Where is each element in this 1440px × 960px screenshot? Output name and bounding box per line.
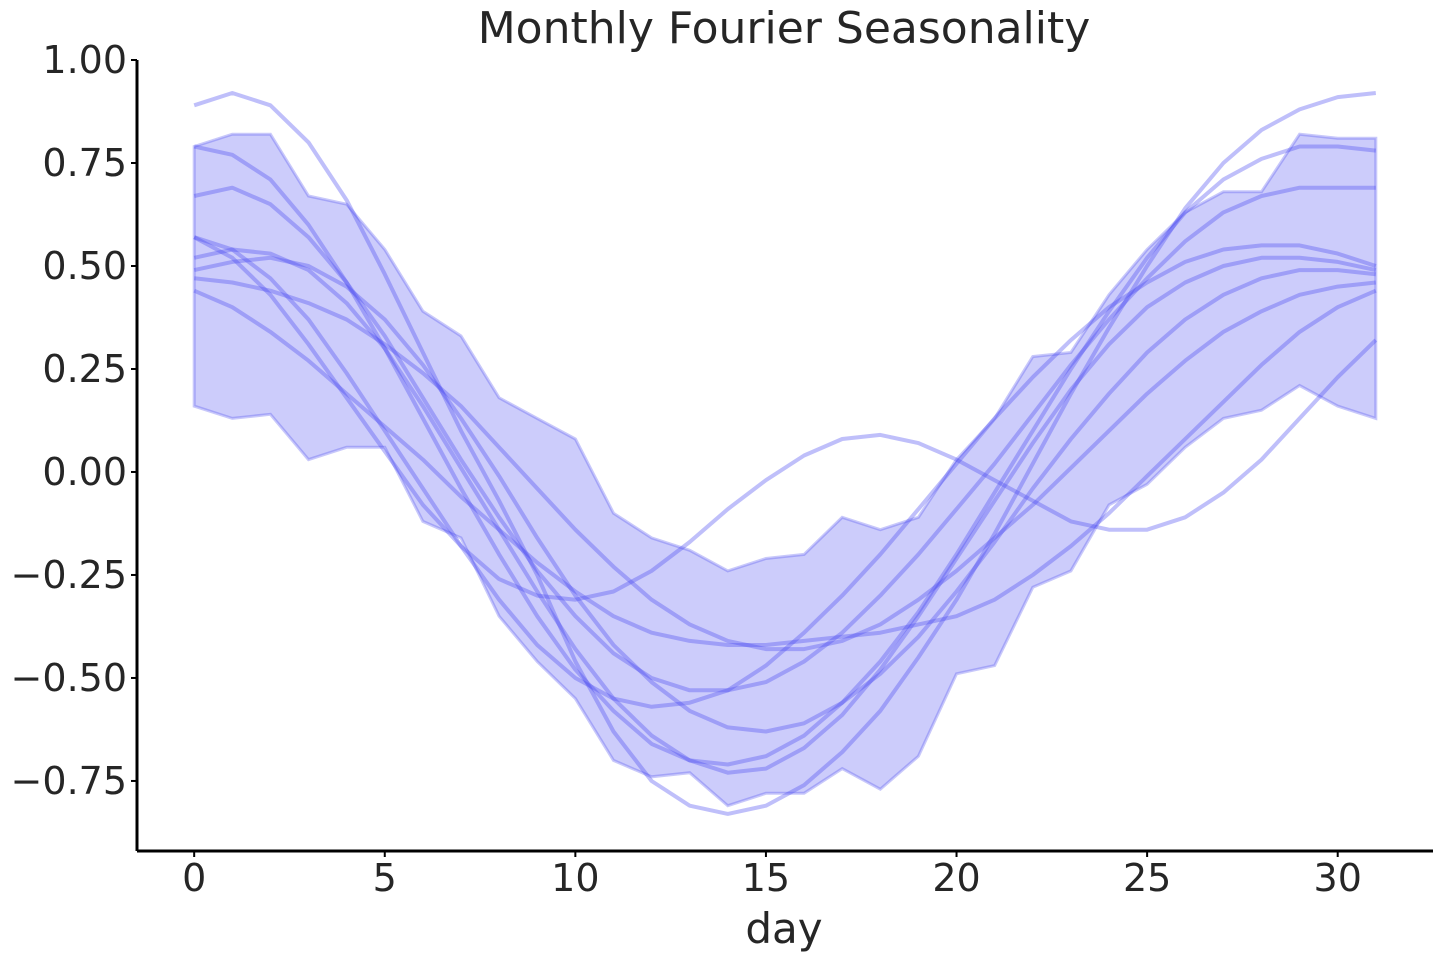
y-tick-label: −0.50 [11, 656, 127, 700]
y-tick-label: 0.25 [42, 347, 127, 391]
y-tick-label: −0.25 [11, 553, 127, 597]
x-tick-label: 10 [551, 856, 599, 900]
series-line-6 [193, 255, 1377, 734]
x-ticks: 0 5 10 15 20 25 30 [182, 851, 1362, 900]
y-tick-label: 0.50 [42, 244, 127, 288]
series-line-2 [193, 144, 1377, 767]
series-line-4 [193, 235, 1377, 709]
y-tick-label: −0.75 [11, 759, 127, 803]
y-ticks: −0.75 −0.50 −0.25 0.00 0.25 0.50 0.75 1.00 [11, 38, 137, 803]
plot-area [192, 91, 1378, 816]
x-axis-label: day [745, 904, 822, 953]
series-line-3 [193, 185, 1376, 693]
x-tick-label: 30 [1314, 856, 1362, 900]
series-line-9 [193, 235, 1378, 602]
x-tick-label: 20 [932, 856, 980, 900]
y-tick-label: 0.00 [42, 450, 127, 494]
y-tick-label: 1.00 [42, 38, 127, 82]
series-line-1 [193, 91, 1377, 816]
y-tick-label: 0.75 [42, 141, 127, 185]
series-group [193, 91, 1378, 816]
x-axis: 0 5 10 15 20 25 30 [137, 849, 1433, 900]
x-tick-label: 15 [742, 856, 790, 900]
series-line-8 [193, 288, 1377, 647]
x-tick-label: 25 [1123, 856, 1171, 900]
y-axis: −0.75 −0.50 −0.25 0.00 0.25 0.50 0.75 1.00 [11, 38, 139, 851]
series-line-5 [193, 247, 1377, 775]
series-line-7 [193, 276, 1377, 652]
confidence-band [192, 132, 1378, 808]
x-tick-label: 5 [373, 856, 397, 900]
x-tick-label: 0 [182, 856, 206, 900]
chart-title: Monthly Fourier Seasonality [478, 3, 1091, 54]
